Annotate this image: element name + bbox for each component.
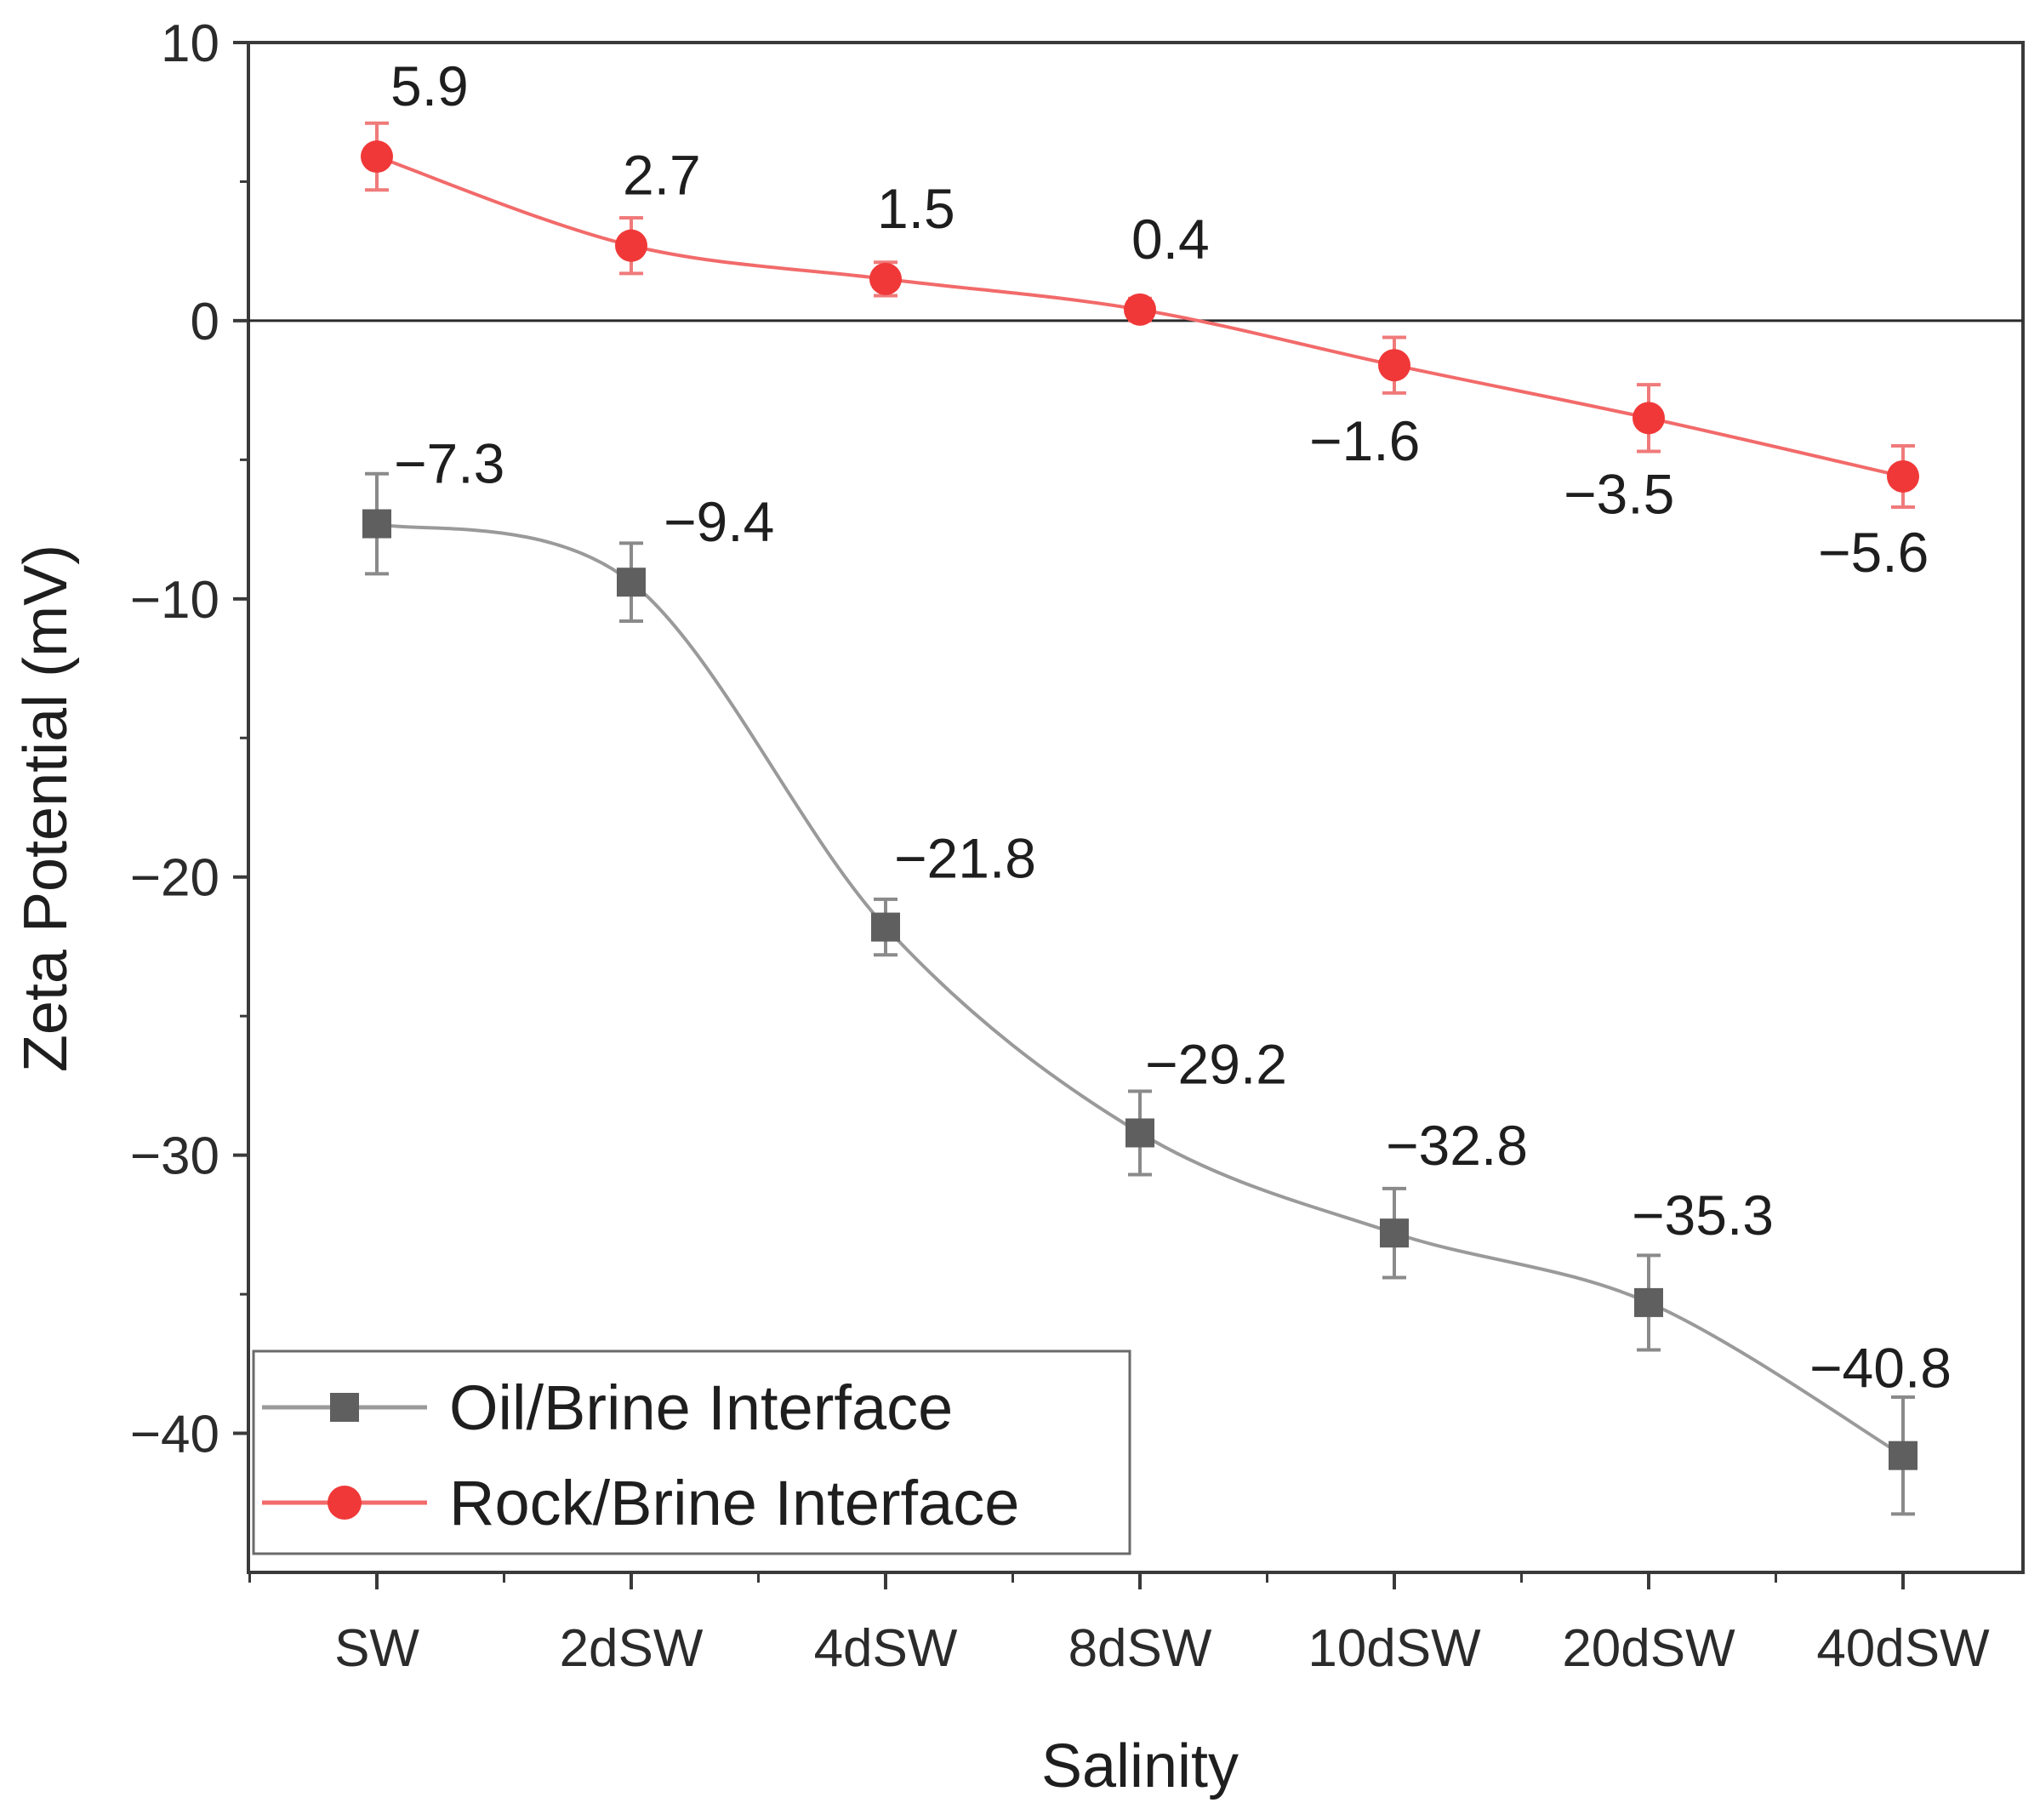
rock-brine-interface-marker: [869, 262, 902, 295]
data-labels-layer: −7.3 −9.4 −21.8 −29.2 −32.8 −35.3 −40.8 5.9 2.7 1…: [390, 54, 1952, 1400]
x-tick-label: 20dSW: [1562, 1619, 1735, 1678]
oil-brine-interface-marker: [871, 912, 900, 942]
oil-brine-interface-line: [376, 522, 1905, 1458]
plot-frame: [247, 41, 2025, 1574]
rock-brine-interface-marker: [1124, 293, 1156, 326]
y-tick-label: 10: [161, 14, 219, 73]
rock-brine-interface-marker: [615, 229, 647, 262]
axes-layer: 10 0 −10 −20 −30 −40 SW 2dSW 4dSW 8dSW 10dSW 20dSW 4…: [130, 14, 2025, 1678]
oil-brine-interface-marker: [1380, 1218, 1409, 1248]
oil-brine-interface-marker: [1889, 1441, 1917, 1470]
oil-brine-interface-legend-marker: [330, 1393, 359, 1422]
rock-brine-interface-data-label: −5.6: [1818, 521, 1929, 584]
error-bars-layer: [365, 121, 1915, 1516]
rock-brine-interface-data-label: −3.5: [1564, 462, 1674, 525]
y-tick-label: −10: [130, 571, 219, 630]
series-lines-layer: [376, 155, 1905, 1458]
legend-box: [252, 1349, 1131, 1555]
y-tick-label: −20: [130, 849, 219, 908]
rock-brine-interface-marker: [1887, 459, 1919, 493]
oil-brine-interface-marker: [1125, 1118, 1154, 1148]
rock-brine-interface-marker: [361, 140, 393, 174]
y-tick-label: 0: [191, 293, 219, 351]
oil-brine-interface-data-label: −35.3: [1632, 1184, 1774, 1247]
oil-brine-interface-data-label: −21.8: [894, 827, 1036, 890]
y-tick-label: −30: [130, 1127, 219, 1186]
rock-brine-interface-data-label: 5.9: [390, 54, 469, 117]
x-tick-label: SW: [334, 1619, 419, 1678]
legend: Oil/Brine Interface Rock/Brine Interface: [252, 1349, 1131, 1555]
x-tick-label: 40dSW: [1816, 1619, 1990, 1678]
rock-brine-interface-data-label: −1.6: [1309, 409, 1420, 472]
x-tick-label: 10dSW: [1308, 1619, 1481, 1678]
oil-brine-interface-data-label: −40.8: [1809, 1337, 1952, 1400]
oil-brine-interface-data-label: −9.4: [664, 490, 774, 553]
oil-brine-interface-marker: [1634, 1287, 1663, 1317]
oil-brine-interface-data-label: −32.8: [1386, 1114, 1528, 1177]
rock-brine-interface-data-label: 0.4: [1131, 208, 1210, 271]
x-tick-label: 2dSW: [560, 1619, 704, 1678]
oil-brine-interface-data-label: −29.2: [1145, 1032, 1287, 1095]
oil-brine-interface-marker: [362, 509, 391, 539]
rock-brine-interface-legend-label: Rock/Brine Interface: [449, 1468, 1019, 1538]
rock-brine-interface-data-label: 2.7: [623, 144, 701, 207]
x-axis-title: Salinity: [1041, 1732, 1239, 1800]
oil-brine-interface-marker: [617, 568, 646, 597]
y-tick-label: −40: [130, 1406, 219, 1464]
y-axis-title: Zeta Potential (mV): [12, 545, 80, 1072]
rock-brine-interface-marker: [1378, 349, 1410, 382]
oil-brine-interface-legend-label: Oil/Brine Interface: [449, 1372, 953, 1443]
markers-layer: [361, 140, 1919, 1470]
oil-brine-interface-data-label: −7.3: [394, 432, 504, 495]
rock-brine-interface-legend-marker: [328, 1486, 362, 1520]
x-tick-label: 8dSW: [1068, 1619, 1212, 1678]
rock-brine-interface-marker: [1633, 402, 1665, 435]
x-tick-label: 4dSW: [814, 1619, 958, 1678]
rock-brine-interface-data-label: 1.5: [877, 177, 955, 240]
